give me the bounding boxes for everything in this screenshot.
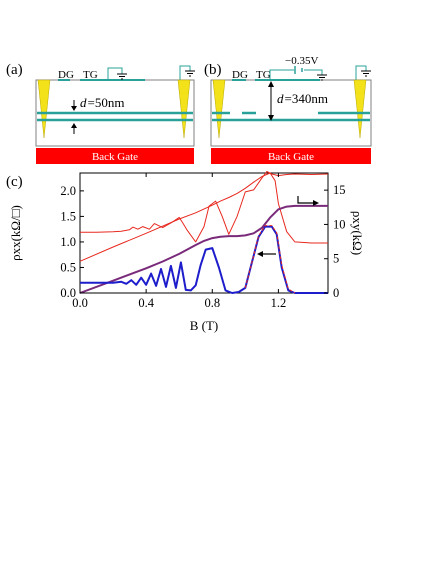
arrow-up-icon	[71, 123, 77, 128]
ohmic-contact-right-a	[177, 79, 191, 139]
series-line-red-dashed-4	[244, 225, 296, 294]
contact-lead-a	[179, 65, 191, 80]
series-line-red-1	[79, 172, 328, 262]
right-axis-arrow	[297, 196, 319, 206]
x-tick-label: 0.4	[138, 296, 154, 310]
tg-label-b: TG	[256, 69, 271, 81]
left-axis-arrow	[257, 251, 276, 257]
ground-icon	[185, 70, 195, 77]
tg-label-a: TG	[83, 69, 98, 81]
thickness-label-b: d=340nm	[277, 91, 328, 106]
top-gate-lead-b	[269, 69, 323, 80]
arrow-down-icon	[268, 115, 274, 121]
x-tick-label: 1.2	[271, 296, 287, 310]
y-right-tick-label: 5	[333, 252, 339, 266]
y-right-tick-label: 10	[333, 217, 346, 231]
series-line-blue-3	[80, 225, 328, 294]
top-gate-lead-a	[107, 67, 123, 80]
y-right-tick-label: 0	[333, 286, 339, 300]
y-left-tick-label: 1.5	[60, 209, 76, 223]
back-gate-label-b: Back Gate	[268, 151, 314, 163]
ground-icon	[361, 70, 371, 77]
panel-label-c: (c)	[6, 174, 23, 190]
y-left-tick-label: 0.0	[60, 286, 76, 300]
schematic-b: (b) DG TG −0.35V	[204, 55, 372, 164]
panel-label-b: (b)	[204, 62, 222, 78]
plot-frame	[79, 172, 329, 294]
ohmic-contact-right-b	[353, 79, 367, 139]
x-tick-label: 0.8	[204, 296, 220, 310]
voltage-source-icon	[294, 66, 303, 74]
ohmic-contact-left-a	[37, 79, 51, 139]
dg-label-a: DG	[58, 69, 74, 81]
arrow-up-icon	[268, 81, 274, 87]
y-left-tick-label: 0.5	[60, 260, 76, 274]
contact-lead-b	[355, 65, 367, 80]
ground-icon	[317, 74, 327, 81]
panel-label-a: (a)	[6, 62, 23, 78]
arrow-down-icon	[71, 106, 77, 111]
x-tick-label: 0.0	[72, 296, 88, 310]
arrow-right-icon	[313, 200, 319, 206]
magnetotransport-chart: (c) 0.0 0.4 0.8 1.2 0.0 0.5 1.0 1.5 2.0 0 5 10 15 B …	[6, 171, 365, 333]
schematic-a: (a) DG TG d=50nm	[6, 62, 195, 164]
axis-ticks: 0.0 0.4 0.8 1.2 0.0 0.5 1.0 1.5 2.0 0 5 10 15	[60, 173, 346, 310]
y-axis-left-title: ρxx(kΩ/□)	[8, 205, 23, 261]
x-axis-title: B (T)	[190, 318, 219, 333]
back-gate-b	[211, 148, 371, 164]
y-left-tick-label: 2.0	[60, 184, 76, 198]
ohmic-contact-left-b	[212, 79, 226, 139]
series-line-purple-2	[79, 204, 328, 294]
dg-label-b: DG	[232, 69, 248, 81]
ground-icon	[117, 73, 127, 80]
back-gate-a	[36, 148, 194, 164]
y-right-tick-label: 15	[333, 183, 346, 197]
y-left-tick-label: 1.0	[60, 235, 76, 249]
gate-voltage-b: −0.35V	[285, 55, 318, 67]
thickness-label-a: d=50nm	[80, 95, 124, 110]
y-axis-right-title: ρxy(kΩ)	[350, 211, 365, 255]
arrow-left-icon	[257, 251, 263, 257]
back-gate-label-a: Back Gate	[92, 151, 138, 163]
curves	[79, 171, 329, 294]
